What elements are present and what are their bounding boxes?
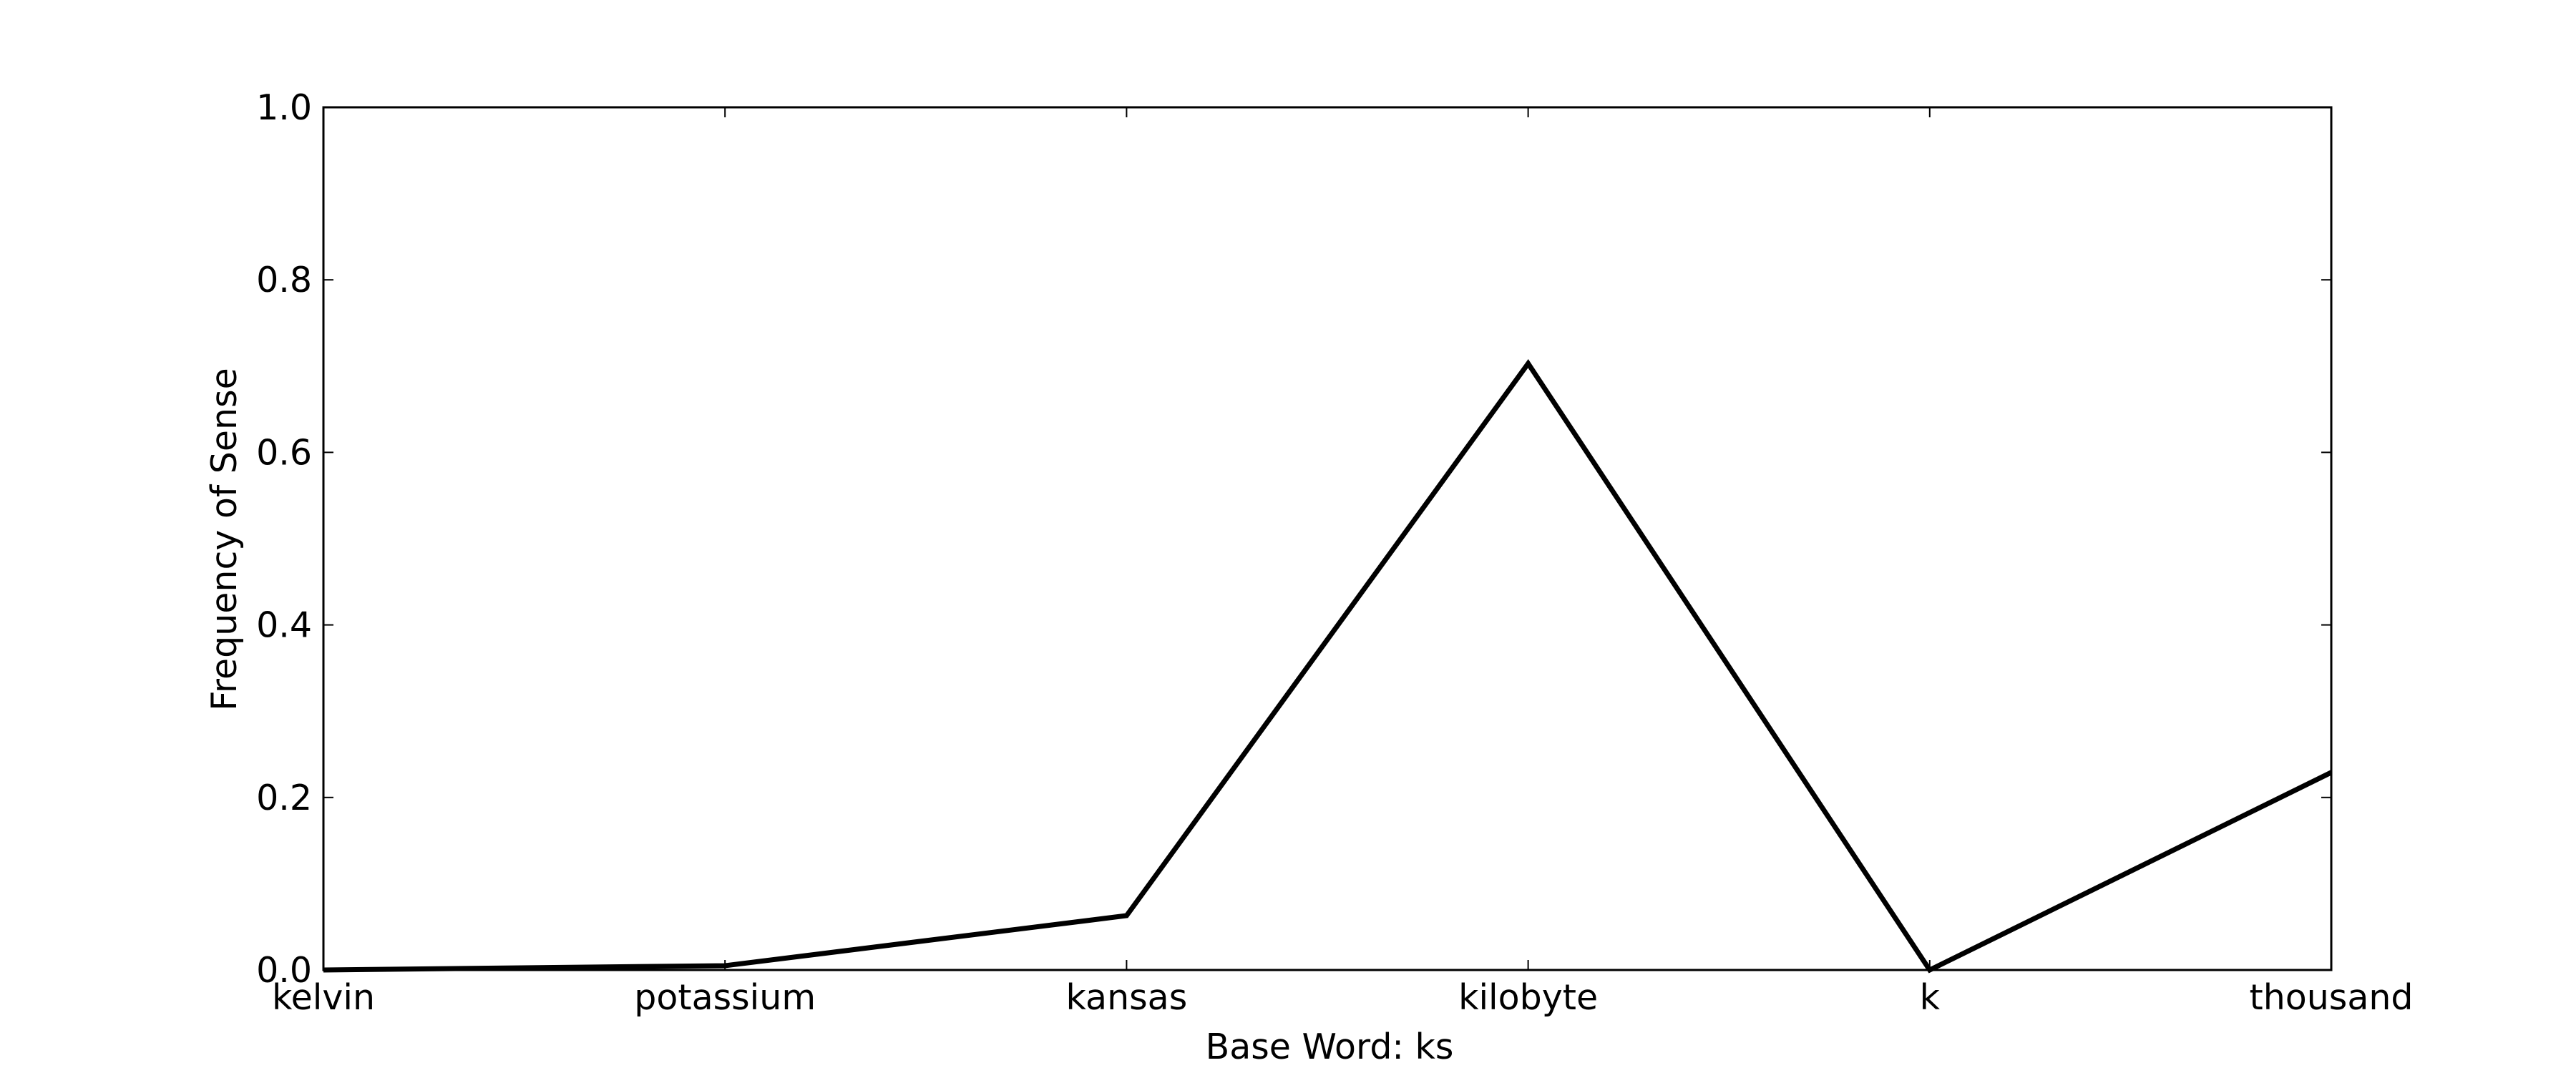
x-tick-label: kansas <box>1066 977 1188 1018</box>
x-axis-label: Base Word: ks <box>1206 1027 1454 1067</box>
x-tick-label: kilobyte <box>1458 977 1598 1018</box>
x-tick-label: kelvin <box>272 977 375 1018</box>
y-tick-label: 0.2 <box>256 778 312 818</box>
x-tick-label: thousand <box>2249 977 2413 1018</box>
y-tick-label: 1.0 <box>256 87 312 128</box>
y-tick-label: 0.0 <box>256 950 312 991</box>
x-tick-label: potassium <box>634 977 816 1018</box>
plot-area: 0.0 0.2 0.4 0.6 0.8 1.0 kelvin potassium kansas k… <box>256 87 2413 1018</box>
x-tick-label: k <box>1920 977 1941 1018</box>
axes-frame <box>322 106 2333 971</box>
y-tick-label: 0.4 <box>256 605 312 646</box>
y-tick-label: 0.8 <box>256 260 312 300</box>
y-tick-label: 0.6 <box>256 432 312 473</box>
y-axis-label: Frequency of Sense <box>204 368 245 711</box>
series-line <box>323 359 2333 974</box>
